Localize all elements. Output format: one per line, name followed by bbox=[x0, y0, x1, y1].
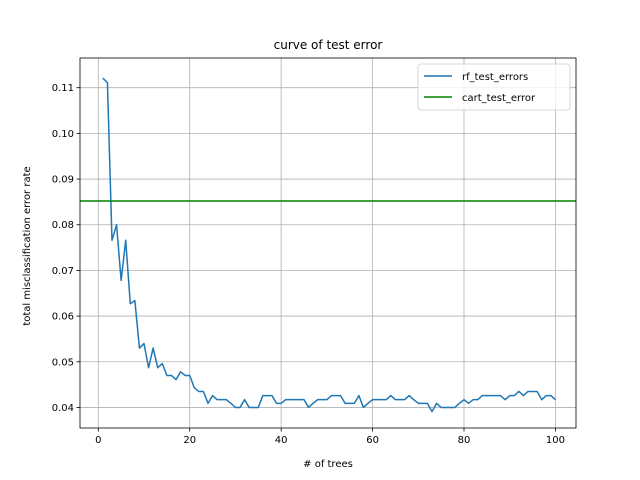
plot-series bbox=[80, 77, 576, 413]
chart-title: curve of test error bbox=[274, 38, 383, 52]
y-tick-label: 0.11 bbox=[52, 83, 74, 94]
y-tick-label: 0.04 bbox=[52, 403, 74, 414]
x-tick-label: 40 bbox=[275, 435, 288, 446]
y-tick-label: 0.07 bbox=[52, 266, 74, 277]
y-tick-label: 0.08 bbox=[52, 220, 74, 231]
legend-box bbox=[417, 63, 571, 111]
y-tick-label: 0.10 bbox=[52, 129, 74, 140]
y-axis-label: total misclassification error rate bbox=[22, 166, 33, 325]
y-tick-label: 0.05 bbox=[52, 357, 74, 368]
legend-label: rf_test_errors bbox=[462, 72, 528, 83]
plot-frame bbox=[79, 57, 577, 429]
axis-ticks: 0 20 40 60 80 100 0.04 0.05 0.06 0.07 0.08 0.09 0.10… bbox=[52, 83, 565, 446]
x-tick-label: 0 bbox=[95, 435, 101, 446]
y-tick-label: 0.06 bbox=[52, 312, 74, 323]
legend: rf_test_errors cart_test_error bbox=[417, 63, 571, 111]
x-axis-label: # of trees bbox=[303, 459, 353, 470]
y-tick-label: 0.09 bbox=[52, 175, 74, 186]
legend-label: cart_test_error bbox=[462, 93, 536, 104]
grid bbox=[80, 58, 576, 428]
series-line-rf_test_errors bbox=[102, 77, 556, 413]
x-tick-label: 100 bbox=[546, 435, 565, 446]
x-tick-label: 20 bbox=[183, 435, 196, 446]
x-tick-label: 60 bbox=[366, 435, 379, 446]
x-tick-label: 80 bbox=[458, 435, 471, 446]
